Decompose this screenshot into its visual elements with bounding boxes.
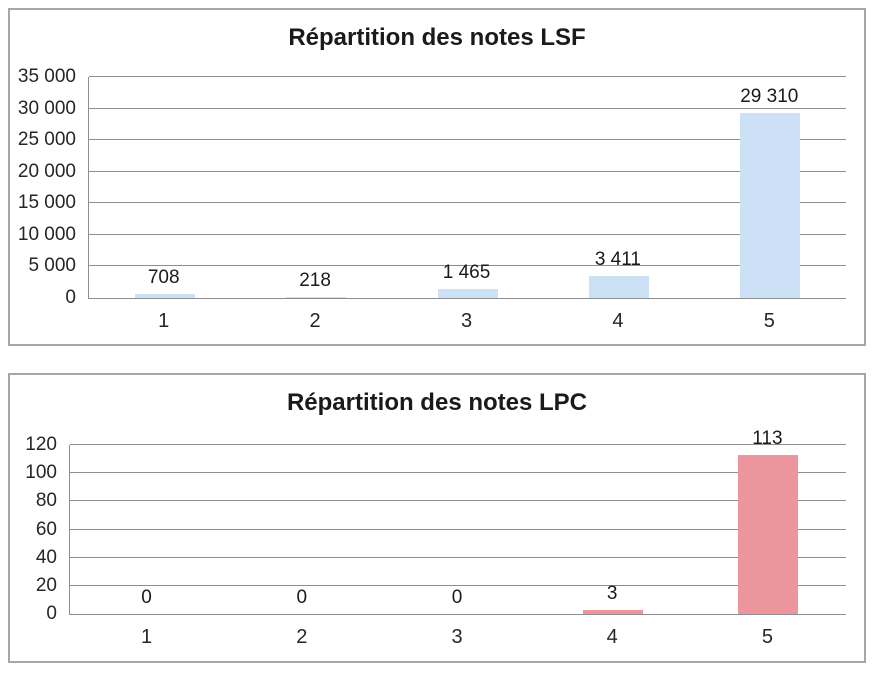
bar-category-2[interactable] xyxy=(286,296,347,298)
x-axis-category-label: 1 xyxy=(141,626,153,648)
y-axis-tick-label: 80 xyxy=(35,490,57,512)
bar-value-label: 113 xyxy=(752,427,783,449)
gridline xyxy=(89,76,846,77)
y-axis-tick-label: 120 xyxy=(25,434,57,455)
gridline xyxy=(70,444,846,445)
lsf-plot-area xyxy=(88,76,846,299)
x-axis-category-label: 4 xyxy=(612,310,624,332)
bar-category-1[interactable] xyxy=(134,293,195,298)
gridline xyxy=(70,472,846,474)
lpc-plot-area xyxy=(69,444,846,615)
gridline xyxy=(89,233,846,235)
x-axis-category-label: 3 xyxy=(460,310,473,332)
y-axis-tick-label: 15 000 xyxy=(17,192,76,214)
bar-category-4[interactable] xyxy=(588,276,649,298)
x-axis-category-label: 2 xyxy=(296,626,308,648)
gridline xyxy=(70,528,846,530)
bar-value-label: 3 411 xyxy=(594,249,641,271)
lsf-chart-title: Répartition des notes LSF xyxy=(288,24,586,51)
y-axis-tick-label: 10 000 xyxy=(17,223,76,245)
bar-category-5[interactable] xyxy=(740,112,801,298)
gridline xyxy=(70,584,846,586)
y-axis-tick-label: 20 xyxy=(35,574,57,596)
bar-value-label: 0 xyxy=(451,587,463,608)
y-axis-tick-label: 25 000 xyxy=(17,129,76,151)
bar-value-label: 0 xyxy=(141,587,152,608)
y-axis-tick-label: 20 000 xyxy=(17,160,76,182)
lpc-chart-title: Répartition des notes LPC xyxy=(286,389,588,416)
y-axis-tick-label: 100 xyxy=(25,462,57,484)
gridline xyxy=(89,265,846,267)
gridline xyxy=(70,556,846,558)
y-axis-tick-label: 35 000 xyxy=(17,66,76,87)
bar-value-label: 29 310 xyxy=(740,85,799,107)
x-axis-category-label: 5 xyxy=(763,310,775,332)
y-axis-tick-label: 0 xyxy=(65,287,76,308)
gridline xyxy=(89,139,846,141)
y-axis-tick-label: 0 xyxy=(46,603,57,624)
gridline xyxy=(70,500,846,502)
bar-category-3[interactable] xyxy=(437,288,498,298)
gridline xyxy=(89,107,846,109)
y-axis-tick-label: 5 000 xyxy=(28,255,76,277)
x-axis-category-label: 1 xyxy=(158,310,170,332)
x-axis-category-label: 5 xyxy=(761,626,773,648)
y-axis-tick-label: 30 000 xyxy=(17,97,76,119)
x-axis-category-label: 4 xyxy=(606,626,618,648)
bar-value-label: 3 xyxy=(606,582,618,604)
x-axis-category-label: 2 xyxy=(309,310,321,332)
bar-value-label: 218 xyxy=(299,269,331,291)
bar-value-label: 1 465 xyxy=(442,261,491,283)
bar-value-label: 708 xyxy=(147,266,180,288)
y-axis-tick-label: 40 xyxy=(35,546,57,568)
y-axis-tick-label: 60 xyxy=(35,518,57,540)
bar-value-label: 0 xyxy=(296,587,308,608)
bar-category-4[interactable] xyxy=(583,609,644,614)
lpc-chart[interactable]: Répartition des notes LPC 0 20 40 60 80 100 12… xyxy=(8,373,866,663)
bar-category-5[interactable] xyxy=(738,454,799,614)
x-axis-category-label: 3 xyxy=(451,626,463,648)
gridline xyxy=(89,170,846,172)
gridline xyxy=(89,202,846,204)
